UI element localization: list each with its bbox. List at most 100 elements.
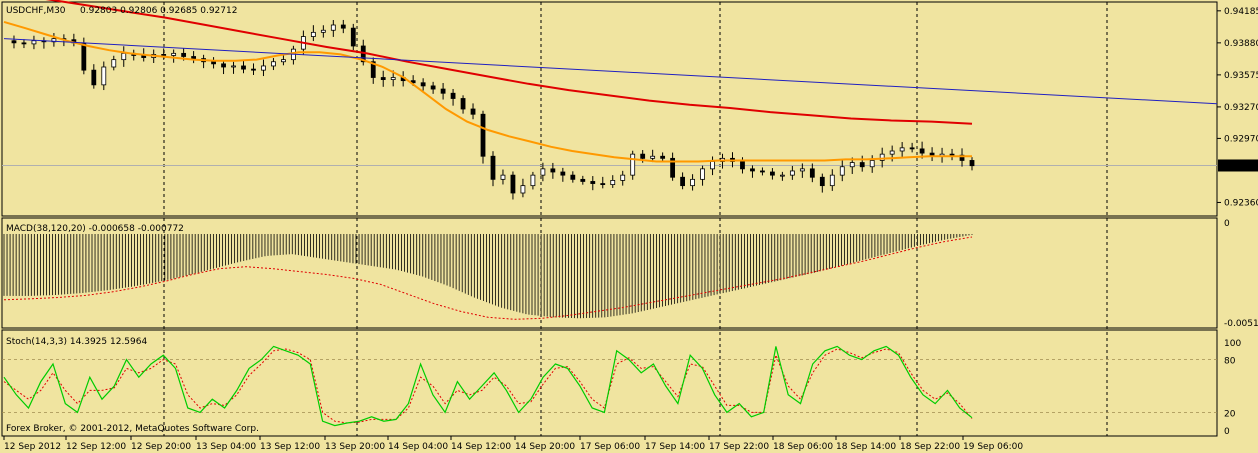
candle-body	[221, 63, 226, 68]
macd-panel[interactable]	[3, 234, 973, 320]
price-axis: 0.94185 0.93880 0.93575 0.93270 0.92970 0.923…	[1217, 7, 1258, 208]
time-tick-label: 19 Sep 06:00	[963, 442, 1023, 452]
candle-body	[320, 29, 326, 33]
trendline	[3, 38, 1218, 105]
time-tick-label: 14 Sep 20:00	[515, 442, 575, 452]
candle-body	[370, 61, 376, 78]
candle-body	[261, 65, 266, 71]
candle-body	[700, 168, 705, 180]
sma-fast-line	[3, 20, 972, 163]
stoch-panel-frame	[1, 329, 1218, 437]
stoch-tick-label: 100	[1224, 339, 1241, 349]
stoch-main-line	[3, 345, 973, 427]
candle-body	[390, 77, 396, 80]
stoch-tick-label: 0	[1224, 427, 1230, 437]
candle-body	[540, 168, 546, 176]
candle-body	[330, 24, 336, 31]
vertical-grid	[163, 2, 1108, 436]
candle-body	[570, 174, 576, 180]
time-tick-label: 14 Sep 04:00	[388, 442, 448, 452]
candle-body	[81, 42, 87, 71]
candle-body	[620, 174, 626, 181]
candle-body	[670, 157, 676, 178]
candle-body	[969, 160, 975, 167]
candle-body	[869, 160, 875, 168]
candle-body	[710, 161, 715, 170]
candle-body	[740, 161, 745, 170]
candle-body	[251, 68, 256, 71]
ohlc-readout: 0.92803 0.92806 0.92685 0.92712	[80, 6, 237, 16]
candle-body	[211, 61, 216, 65]
candle-body	[480, 113, 486, 157]
candle-body	[520, 185, 526, 194]
macd-tick-label: -0.00514	[1224, 319, 1258, 329]
candle-body	[909, 147, 915, 150]
candle-body	[899, 147, 905, 152]
candle-body	[839, 166, 845, 176]
stoch-tick-label: 80	[1224, 357, 1236, 367]
candle-body	[949, 153, 955, 156]
time-tick-label: 17 Sep 22:00	[709, 442, 769, 452]
candle-body	[470, 108, 476, 115]
time-tick-label: 13 Sep 12:00	[260, 442, 320, 452]
time-tick-label: 18 Sep 22:00	[900, 442, 960, 452]
candle-body	[760, 170, 765, 173]
candle-body	[31, 40, 37, 45]
candle-body	[420, 82, 426, 87]
candle-body	[770, 171, 775, 176]
candle-body	[690, 178, 695, 187]
price-tick-label: 0.92970	[1224, 134, 1258, 144]
time-tick-label: 13 Sep 20:00	[325, 442, 385, 452]
stoch-axis: 100 80 20 0	[1224, 339, 1241, 437]
candle-body	[271, 61, 276, 67]
price-tick-label: 0.92360	[1224, 198, 1258, 208]
time-tick-label: 12 Sep 2012	[4, 442, 61, 452]
candle-body	[849, 162, 855, 168]
time-tick-label: 14 Sep 12:00	[451, 442, 511, 452]
candle-body	[440, 88, 446, 94]
candle-body	[430, 85, 436, 90]
candle-body	[21, 42, 27, 45]
candle-body	[580, 178, 586, 182]
price-tick-label: 0.93880	[1224, 39, 1258, 49]
candle-body	[121, 52, 127, 61]
candle-body	[281, 59, 286, 63]
candle-body	[809, 168, 815, 178]
symbol-timeframe-label: USDCHF,M30	[6, 6, 66, 16]
candle-body	[600, 183, 606, 186]
stoch-tick-label: 20	[1224, 409, 1236, 419]
price-tick-label: 0.94185	[1224, 7, 1258, 17]
candle-body	[310, 31, 316, 37]
price-tick-label: 0.93575	[1224, 71, 1258, 81]
candle-body	[650, 155, 656, 159]
candle-body	[560, 171, 566, 176]
candle-body	[779, 174, 785, 177]
candle-body	[181, 52, 187, 57]
candle-body	[490, 155, 496, 180]
stoch-panel[interactable]	[2, 345, 1217, 427]
copyright-label: Forex Broker, © 2001-2012, MetaQuotes So…	[6, 424, 259, 434]
candle-body	[410, 80, 416, 84]
candle-body	[879, 153, 885, 161]
time-tick-label: 17 Sep 14:00	[645, 442, 705, 452]
candle-body	[550, 168, 556, 173]
candle-body	[350, 27, 356, 47]
price-panel[interactable]	[2, 0, 1218, 200]
macd-signal-line	[3, 236, 973, 320]
macd-panel-frame	[1, 217, 1218, 329]
time-tick-label: 12 Sep 12:00	[66, 442, 126, 452]
candle-body	[859, 162, 865, 168]
candle-body	[829, 174, 835, 187]
price-panel-frame	[1, 1, 1218, 217]
current-price-label: 0.92712	[1222, 161, 1258, 171]
macd-title: MACD(38,120,20) -0.000658 -0.000772	[6, 224, 184, 234]
price-tick-label: 0.93270	[1224, 103, 1258, 113]
panel-frames	[1, 1, 1218, 437]
candle-body	[11, 40, 17, 44]
time-tick-label: 18 Sep 14:00	[836, 442, 896, 452]
candle-body	[630, 153, 636, 176]
current-price-box	[1218, 159, 1258, 172]
candle-body	[191, 56, 197, 59]
